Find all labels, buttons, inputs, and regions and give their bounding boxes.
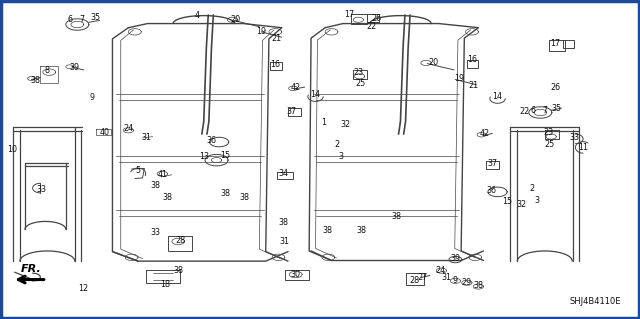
Text: 40: 40 [99,128,109,137]
Text: 29: 29 [461,278,472,287]
Text: 14: 14 [493,92,502,101]
Text: 28: 28 [410,276,420,285]
Text: 18: 18 [161,280,170,289]
Text: 38: 38 [173,265,183,275]
Text: 19: 19 [454,74,464,83]
Text: 31: 31 [141,133,151,142]
Text: 26: 26 [550,83,560,92]
Text: 42: 42 [480,129,490,138]
Text: 6: 6 [531,106,536,115]
Text: 3: 3 [338,152,343,161]
Text: 9: 9 [90,93,95,102]
Text: 24: 24 [124,124,134,133]
Text: 15: 15 [220,151,230,160]
Text: 7: 7 [542,106,547,115]
Text: 35: 35 [551,104,561,113]
Text: 20: 20 [429,58,439,67]
Text: 34: 34 [278,169,289,178]
Text: 12: 12 [79,284,89,293]
Text: 37: 37 [488,159,497,168]
Text: 32: 32 [516,200,526,209]
Text: 4: 4 [195,11,200,20]
Text: 20: 20 [230,15,241,24]
Text: 38: 38 [278,218,289,227]
Text: 30: 30 [291,270,301,279]
Text: 23: 23 [543,128,554,137]
Text: 21: 21 [271,34,282,43]
Text: 27: 27 [417,273,428,282]
Text: FR.: FR. [21,264,42,274]
Text: 2: 2 [334,140,339,149]
Text: 38: 38 [239,193,250,202]
Text: 15: 15 [502,197,512,206]
Text: 16: 16 [270,60,280,69]
Text: 3: 3 [534,196,540,205]
Text: 38: 38 [31,76,41,85]
Text: 38: 38 [356,226,367,234]
Text: 17: 17 [550,39,560,48]
Text: 41: 41 [157,170,167,179]
Text: 17: 17 [344,11,354,19]
Text: 42: 42 [291,83,301,92]
Text: 38: 38 [163,193,172,202]
Text: 11: 11 [578,143,588,152]
Text: 32: 32 [340,120,351,129]
Text: 22: 22 [519,107,529,116]
Text: 21: 21 [468,81,478,90]
Text: 23: 23 [353,68,364,77]
Text: 38: 38 [150,181,160,190]
Text: 8: 8 [44,66,49,75]
Text: 33: 33 [36,185,46,194]
Text: 39: 39 [69,63,79,72]
Text: 13: 13 [199,152,209,161]
Text: 25: 25 [356,79,366,88]
Text: 2: 2 [529,184,534,193]
Text: 7: 7 [80,15,85,24]
Text: SHJ4B4110E: SHJ4B4110E [570,297,621,306]
Text: 39: 39 [451,254,460,263]
Text: 22: 22 [366,22,376,31]
Text: 14: 14 [310,90,320,99]
Text: 9: 9 [453,276,458,285]
Text: 37: 37 [286,107,296,116]
Text: 38: 38 [323,226,333,234]
Text: 6: 6 [67,15,72,24]
Text: 24: 24 [435,265,445,275]
Text: 5: 5 [136,166,141,175]
Text: 36: 36 [486,186,496,195]
Text: 38: 38 [474,281,483,290]
Text: 36: 36 [207,136,216,145]
Text: 31: 31 [280,237,290,246]
Text: 19: 19 [256,27,266,36]
Text: 28: 28 [176,236,186,245]
Text: 1: 1 [321,118,326,128]
Text: 38: 38 [392,211,402,220]
Text: 26: 26 [371,14,381,23]
Text: 10: 10 [7,145,17,154]
Text: 38: 38 [221,189,230,198]
Text: 33: 33 [150,228,160,237]
Text: 35: 35 [90,13,100,22]
Text: 16: 16 [467,55,477,64]
Text: 25: 25 [545,140,555,149]
Text: 31: 31 [442,273,451,282]
Text: 33: 33 [569,133,579,142]
